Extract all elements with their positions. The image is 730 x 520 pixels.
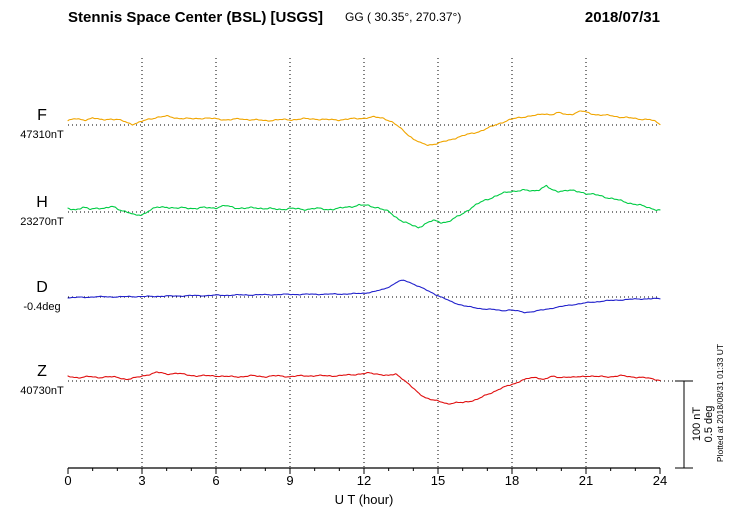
channel-labels: F 47310nT H 23270nT D -0.4deg Z 40730nT — [20, 107, 64, 397]
scale-bar: 100 nT 0.5 deg — [675, 380, 715, 469]
trace-F — [67, 110, 661, 146]
tick-label-6: 6 — [212, 473, 219, 488]
trace-D — [67, 279, 661, 314]
channel-value-z: 40730nT — [20, 385, 64, 397]
tick-label-12: 12 — [357, 473, 371, 488]
channel-label-d: D — [36, 279, 48, 296]
channel-label-f: F — [37, 107, 47, 124]
tick-label-18: 18 — [505, 473, 519, 488]
plotted-note: Plotted at 2018/08/31 01:33 UT — [715, 344, 725, 462]
station-title: Stennis Space Center (BSL) [USGS] — [68, 9, 323, 26]
x-axis-title: U T (hour) — [335, 492, 394, 507]
x-axis-ticks — [67, 468, 661, 474]
coordinates-label: GG ( 30.35°, 270.37°) — [345, 10, 461, 24]
date-label: 2018/07/31 — [585, 9, 660, 26]
tick-label-21: 21 — [579, 473, 593, 488]
x-axis-tick-labels: 0 3 6 9 12 15 18 21 24 — [64, 473, 667, 488]
scale-label-nt: 100 nT — [691, 407, 703, 442]
channel-value-h: 23270nT — [20, 216, 64, 228]
channel-label-z: Z — [37, 363, 47, 380]
tick-label-3: 3 — [138, 473, 145, 488]
grid-lines — [68, 58, 684, 468]
tick-label-0: 0 — [64, 473, 71, 488]
channel-value-d: -0.4deg — [23, 301, 60, 313]
channel-value-f: 47310nT — [20, 129, 64, 141]
tick-label-15: 15 — [431, 473, 445, 488]
channel-traces — [67, 110, 661, 405]
tick-label-24: 24 — [653, 473, 667, 488]
trace-H — [67, 184, 661, 229]
tick-label-9: 9 — [286, 473, 293, 488]
channel-label-h: H — [36, 194, 48, 211]
trace-Z — [67, 371, 661, 405]
scale-label-deg: 0.5 deg — [703, 406, 715, 443]
